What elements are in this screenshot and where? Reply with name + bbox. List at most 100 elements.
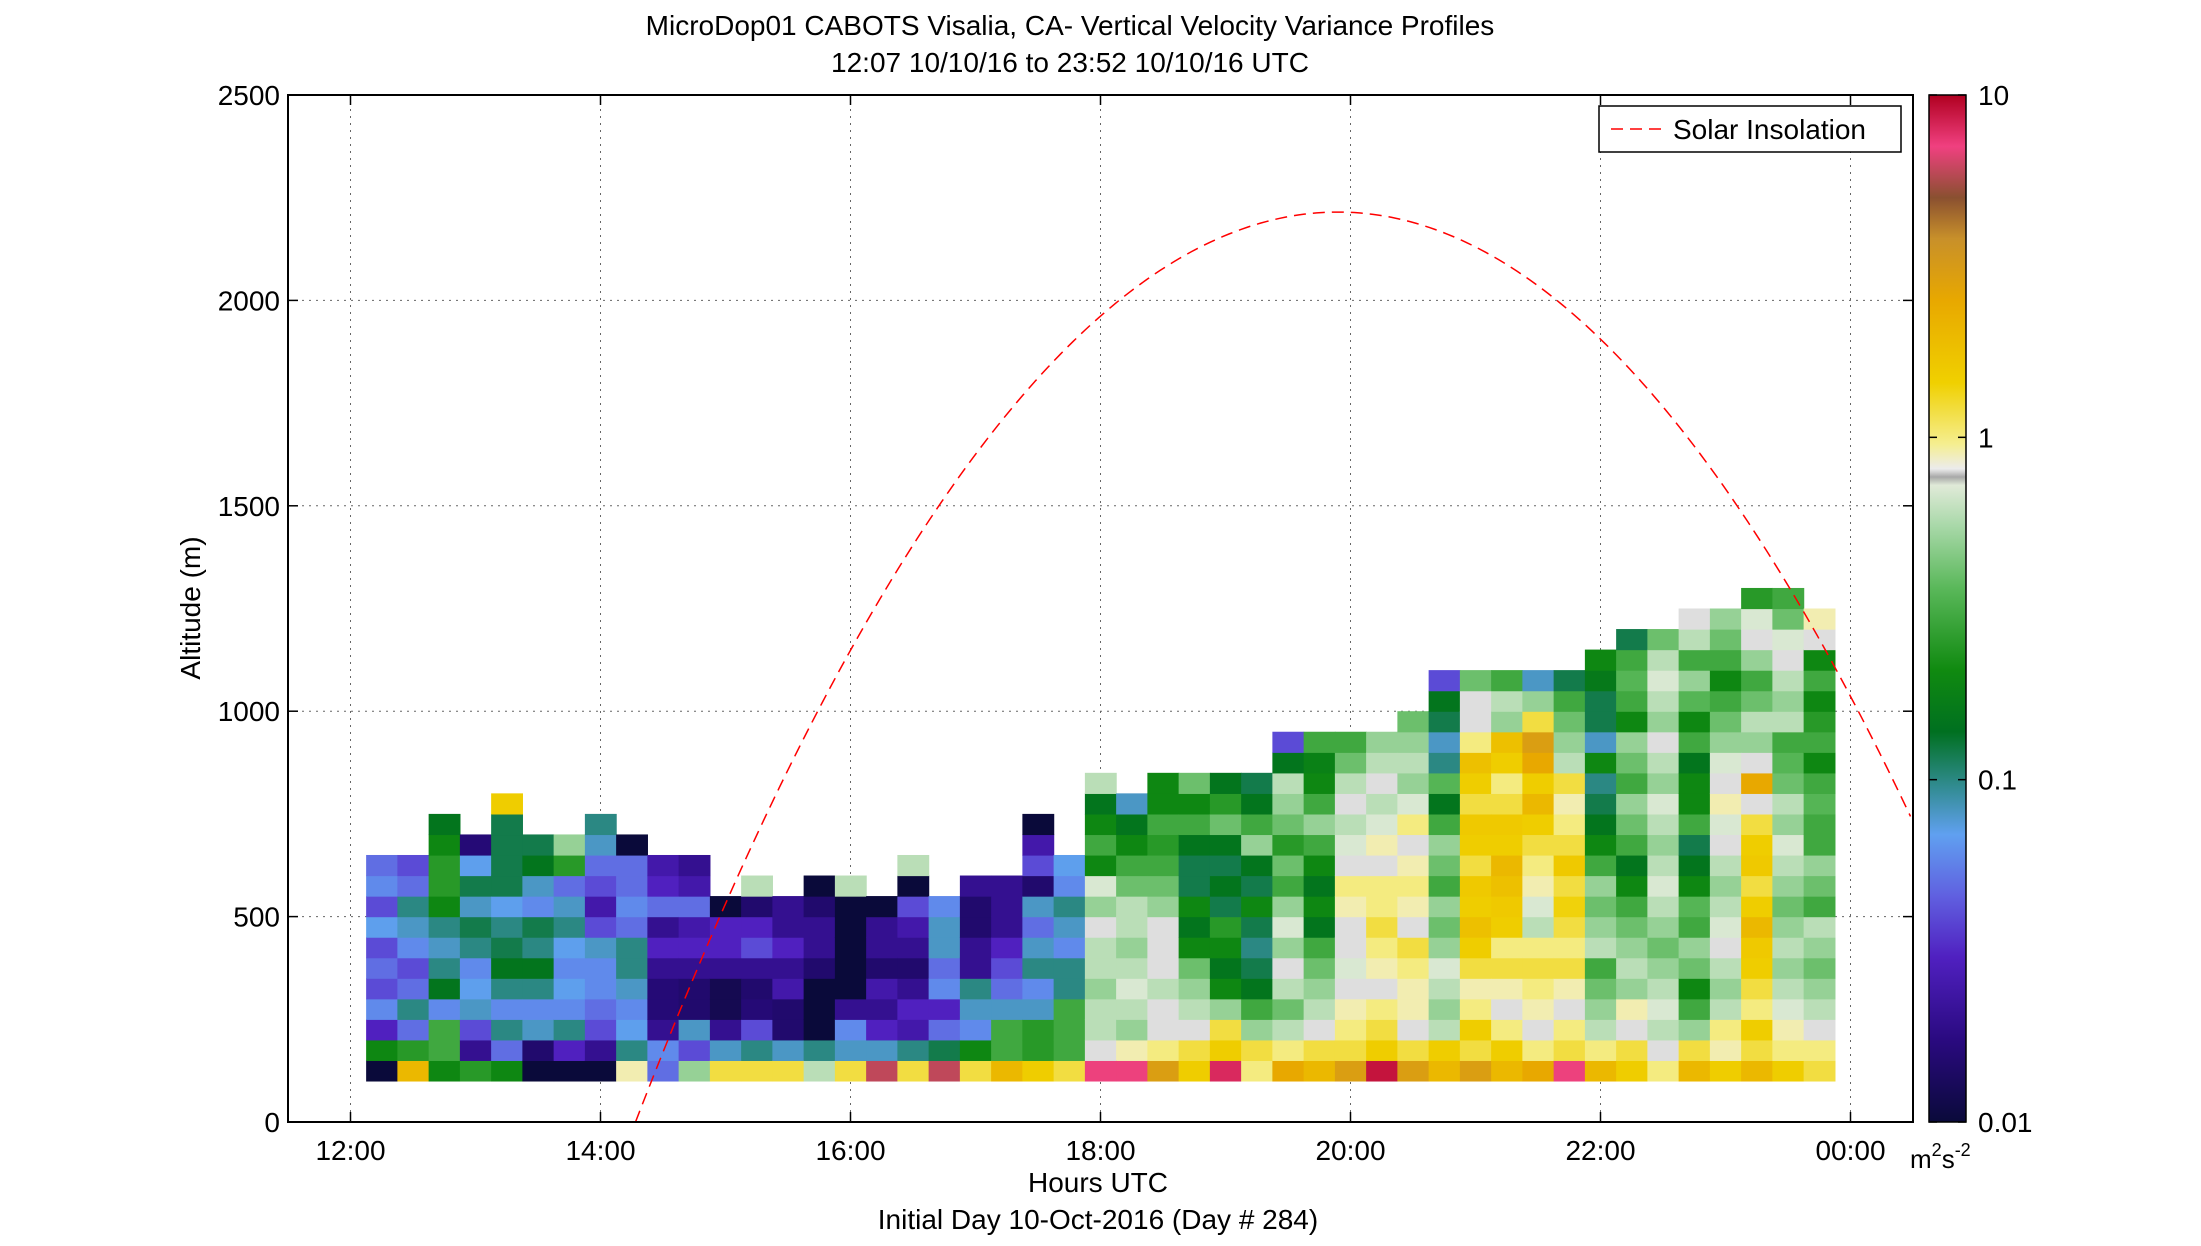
heatmap-cell [1459, 834, 1492, 856]
heatmap-cell [491, 813, 523, 836]
heatmap-cell [1491, 752, 1523, 774]
heatmap-cell [1491, 690, 1523, 712]
heatmap-cell [1709, 629, 1742, 651]
heatmap-cell [1741, 608, 1773, 630]
heatmap-cell [584, 1019, 617, 1041]
heatmap-cell [1178, 896, 1211, 918]
heatmap-cell [1741, 854, 1773, 877]
heatmap-cell [428, 1019, 461, 1041]
heatmap-cell [1709, 896, 1742, 918]
heatmap-cell [1397, 813, 1430, 836]
heatmap-cell [1491, 772, 1523, 794]
heatmap-cell [522, 1060, 555, 1082]
heatmap-cell [584, 896, 617, 918]
heatmap-cell [1272, 752, 1305, 774]
heatmap-cell [1272, 896, 1305, 918]
heatmap-cell [1084, 937, 1117, 959]
heatmap-cell [1428, 690, 1461, 712]
heatmap-cell [428, 1039, 461, 1061]
heatmap-cell [1553, 834, 1586, 856]
heatmap-cell [1366, 896, 1398, 918]
heatmap-cell [1709, 937, 1742, 959]
heatmap-cell [1428, 711, 1461, 733]
heatmap-cell [772, 1060, 805, 1082]
heatmap-cells [366, 587, 1836, 1082]
heatmap-cell [834, 998, 867, 1020]
heatmap-cell [491, 1039, 523, 1061]
heatmap-cell [803, 957, 836, 979]
heatmap-cell [397, 1019, 430, 1041]
heatmap-cell [1772, 978, 1805, 1000]
heatmap-cell [1397, 731, 1430, 753]
heatmap-cell [1366, 854, 1398, 877]
heatmap-cell [616, 916, 648, 938]
heatmap-cell [1803, 978, 1836, 1000]
heatmap-cell [459, 875, 492, 897]
heatmap-cell [1709, 957, 1742, 979]
heatmap-cell [1303, 1019, 1336, 1041]
heatmap-cell [1522, 998, 1555, 1020]
heatmap-cell [1084, 813, 1117, 836]
heatmap-cell [1272, 834, 1305, 856]
heatmap-cell [1678, 649, 1711, 671]
solar-insolation-line [634, 211, 1912, 1123]
heatmap-cell [1334, 916, 1367, 938]
heatmap-cell [1022, 834, 1055, 856]
heatmap-cell [991, 957, 1023, 979]
heatmap-cell [553, 896, 586, 918]
heatmap-cell [1616, 875, 1648, 897]
heatmap-cell [1584, 752, 1617, 774]
heatmap-cell [1241, 916, 1273, 938]
chart-title-line2: 12:07 10/10/16 to 23:52 10/10/16 UTC [831, 47, 1309, 78]
heatmap-cell [584, 1060, 617, 1082]
heatmap-cell [1553, 752, 1586, 774]
heatmap-cell [1272, 854, 1305, 877]
heatmap-cell [366, 1039, 398, 1061]
heatmap-cell [1741, 978, 1773, 1000]
heatmap-cell [1022, 813, 1055, 836]
legend-label-solar-insolation: Solar Insolation [1673, 114, 1866, 145]
heatmap-cell [959, 896, 992, 918]
heatmap-cell [1647, 978, 1680, 1000]
heatmap-cell [1178, 978, 1211, 1000]
heatmap-cell [1428, 752, 1461, 774]
heatmap-cell [1459, 937, 1492, 959]
heatmap-cell [616, 896, 648, 918]
heatmap-cell [1616, 937, 1648, 959]
heatmap-cell [1616, 1039, 1648, 1061]
x-axis-ticks: 12:00 14:00 16:00 18:00 20:00 22:00 00:00 [315, 95, 1886, 1166]
heatmap-cell [1209, 772, 1242, 794]
heatmap-cell [1116, 793, 1148, 815]
heatmap-cell [1678, 875, 1711, 897]
heatmap-cell [709, 1019, 742, 1041]
heatmap-cell [897, 854, 930, 877]
heatmap-cell [1116, 813, 1148, 836]
heatmap-cell [397, 896, 430, 918]
heatmap-cell [897, 896, 930, 918]
heatmap-cell [1459, 916, 1492, 938]
heatmap-cell [1741, 587, 1773, 610]
heatmap-cell [1334, 834, 1367, 856]
heatmap-cell [1334, 1039, 1367, 1061]
heatmap-cell [1209, 957, 1242, 979]
heatmap-cell [1491, 711, 1523, 733]
heatmap-cell [1803, 813, 1836, 836]
solar-insolation-curve-group [634, 211, 1912, 1123]
legend-box [1598, 105, 1902, 153]
heatmap-cell [1741, 937, 1773, 959]
heatmap-cell [1116, 875, 1148, 897]
heatmap-cell [1522, 690, 1555, 712]
heatmap-cell [803, 978, 836, 1000]
heatmap-cell [741, 957, 773, 979]
y-tick-label: 500 [233, 902, 280, 933]
heatmap-cell [1741, 1039, 1773, 1061]
heatmap-cell [834, 978, 867, 1000]
heatmap-cell [1491, 875, 1523, 897]
heatmap-cell [1428, 731, 1461, 753]
heatmap-cell [1678, 1060, 1711, 1082]
heatmap-cell [366, 896, 398, 918]
heatmap-cell [1616, 793, 1648, 815]
heatmap-cell [1241, 875, 1273, 897]
heatmap-cell [1459, 752, 1492, 774]
heatmap-cell [1272, 916, 1305, 938]
